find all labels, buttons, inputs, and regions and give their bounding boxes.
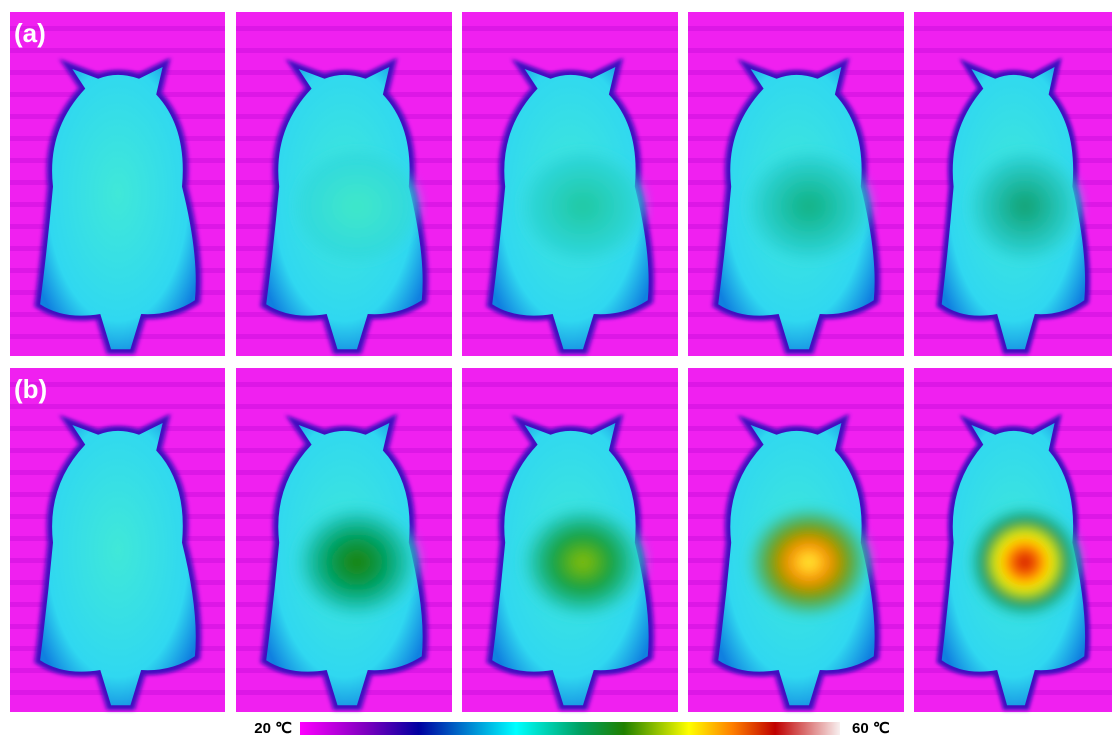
thermal-tile <box>10 12 225 356</box>
mouse <box>40 67 196 349</box>
hot-spot <box>524 508 643 616</box>
mouse <box>266 67 422 349</box>
figure: (a) (b) 20 ℃ 60 ℃ <box>0 0 1118 736</box>
thermal-tile <box>462 12 678 356</box>
hot-spot <box>524 152 643 260</box>
mouse <box>942 67 1085 349</box>
mouse <box>718 423 874 705</box>
thermal-tile <box>236 368 452 712</box>
mouse <box>266 423 422 705</box>
colorbar-min-label: 20 ℃ <box>254 720 292 736</box>
colorbar <box>300 722 840 735</box>
thermal-tile <box>914 12 1112 356</box>
mouse <box>492 423 648 705</box>
thermal-tile <box>236 12 452 356</box>
hot-spot <box>750 152 869 260</box>
panel-label: (b) <box>14 374 47 404</box>
hot-spot <box>970 152 1079 260</box>
thermal-tile <box>462 368 678 712</box>
panel-label: (a) <box>14 18 46 48</box>
hot-spot <box>298 152 417 260</box>
hot-spot <box>298 508 417 616</box>
thermal-tile <box>688 12 904 356</box>
thermal-tile <box>688 368 904 712</box>
mouse <box>942 423 1085 705</box>
hot-spot <box>750 508 869 616</box>
colorbar-max-label: 60 ℃ <box>852 720 890 736</box>
mouse <box>40 423 196 705</box>
thermal-tile <box>914 368 1112 712</box>
mouse <box>492 67 648 349</box>
thermal-images <box>10 12 1112 712</box>
mouse <box>718 67 874 349</box>
thermal-tile <box>10 368 225 712</box>
hot-spot <box>970 508 1079 616</box>
